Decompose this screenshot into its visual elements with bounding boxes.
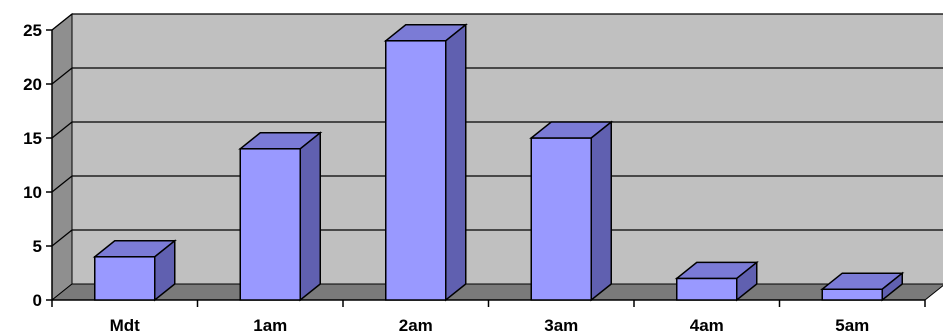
side-wall bbox=[51, 12, 73, 302]
x-tick-label: 2am bbox=[399, 316, 433, 335]
bar-front bbox=[94, 256, 156, 301]
floor bbox=[50, 283, 943, 301]
bar bbox=[529, 120, 614, 302]
bar-side bbox=[299, 131, 321, 302]
bar-side bbox=[590, 120, 612, 302]
bar-front bbox=[239, 148, 301, 301]
y-tick-label: 15 bbox=[23, 129, 42, 148]
bar bbox=[92, 239, 177, 302]
bars bbox=[92, 23, 905, 302]
y-ticks: 0 5 10 15 20 25 bbox=[23, 21, 52, 310]
y-tick-label: 25 bbox=[23, 21, 42, 40]
back-wall bbox=[71, 13, 943, 285]
bar-side bbox=[445, 23, 467, 302]
gridline bbox=[51, 13, 943, 31]
bar bbox=[238, 131, 323, 302]
gridline bbox=[51, 229, 943, 247]
y-tick-label: 20 bbox=[23, 75, 42, 94]
bar-side bbox=[154, 239, 176, 302]
bar-side bbox=[736, 260, 758, 302]
bar-front bbox=[821, 288, 883, 301]
bar bbox=[820, 271, 905, 302]
gridline bbox=[51, 121, 943, 139]
gridline bbox=[51, 67, 943, 85]
x-tick-label: 1am bbox=[253, 316, 287, 335]
y-tick-label: 0 bbox=[33, 291, 42, 310]
bar-front bbox=[530, 137, 592, 301]
x-tick-label: Mdt bbox=[110, 316, 141, 335]
y-tick-label: 10 bbox=[23, 183, 42, 202]
bar bbox=[674, 260, 759, 302]
y-tick-label: 5 bbox=[33, 237, 42, 256]
x-tick-label: 4am bbox=[690, 316, 724, 335]
bar-front bbox=[676, 277, 738, 301]
bar bbox=[383, 23, 468, 302]
bar-front bbox=[385, 40, 447, 301]
gridline bbox=[51, 175, 943, 193]
x-tick-label: 5am bbox=[835, 316, 869, 335]
gridlines bbox=[51, 13, 943, 247]
x-tick-label: 3am bbox=[544, 316, 578, 335]
bar-side bbox=[881, 271, 903, 302]
x-ticks: Mdt 1am 2am 3am 4am 5am bbox=[51, 300, 926, 335]
